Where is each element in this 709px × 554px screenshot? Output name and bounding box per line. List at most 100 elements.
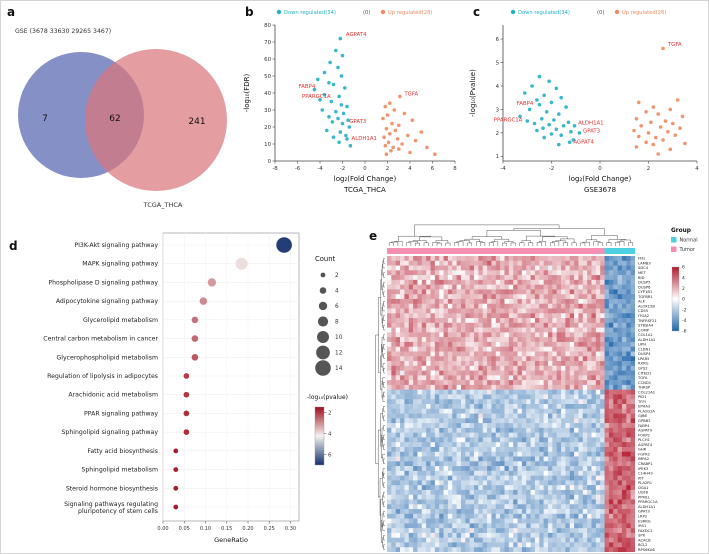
gene-labels: AGPAT4 FABP4 PPARGC1A TGFA GPAT3 ALDH1A1: [299, 32, 419, 142]
heatmap-cells: [387, 256, 635, 552]
svg-text:DUSP4: DUSP4: [638, 352, 651, 356]
svg-text:62: 62: [109, 114, 120, 124]
svg-text:0.10: 0.10: [200, 526, 211, 532]
svg-text:FAXDC2: FAXDC2: [638, 529, 653, 533]
svg-text:4: 4: [496, 84, 500, 90]
svg-text:PID1: PID1: [638, 395, 647, 399]
svg-text:Fatty acid biosynthesis: Fatty acid biosynthesis: [87, 448, 158, 455]
heatmap-legends: Group Normal Tumor 6 4 2 0 -2 -4 -6: [671, 228, 698, 335]
svg-text:pluripotency of stem cells: pluripotency of stem cells: [78, 508, 158, 515]
svg-text:DUSP5: DUSP5: [638, 281, 651, 285]
panel-label-c: c: [473, 5, 481, 19]
svg-text:10: 10: [264, 142, 271, 148]
svg-text:0.20: 0.20: [242, 526, 253, 532]
svg-text:Arachidonic acid metabolism: Arachidonic acid metabolism: [68, 392, 158, 399]
svg-text:IRS1: IRS1: [638, 524, 646, 528]
svg-text:2: 2: [682, 286, 685, 292]
panel-d-pathway-dotplot: d 0.00 0.05 0.10 0.15 0.20 0.25 0.30 GeneRatio P…: [3, 221, 365, 553]
svg-text:GSE (3678 33630 29265 3467): GSE (3678 33630 29265 3467): [15, 28, 111, 35]
svg-text:0: 0: [598, 166, 602, 172]
svg-text:DUSP6: DUSP6: [638, 285, 651, 289]
svg-text:IPEK3: IPEK3: [638, 467, 649, 471]
svg-text:8: 8: [453, 166, 457, 172]
svg-text:Count: Count: [315, 255, 336, 263]
svg-text:2: 2: [328, 410, 332, 416]
upregulated-points: [632, 46, 687, 156]
svg-text:Up regulated(28): Up regulated(28): [622, 10, 666, 16]
panel-label-d: d: [9, 239, 18, 253]
svg-text:DGA1: DGA1: [638, 486, 649, 490]
svg-text:60: 60: [264, 57, 271, 63]
panel-a-venn: a GSE (3678 33630 29265 3467) 7 62 241 TCGA_…: [3, 3, 239, 215]
svg-text:3: 3: [496, 107, 499, 113]
svg-text:14: 14: [335, 366, 343, 372]
svg-text:2: 2: [335, 273, 339, 279]
svg-text:20: 20: [264, 125, 271, 131]
svg-text:Down regulated(34): Down regulated(34): [284, 10, 336, 16]
svg-text:FABP4: FABP4: [638, 424, 650, 428]
svg-text:GYS2: GYS2: [638, 366, 648, 370]
pathway-rows: PI3K-Akt signaling pathway MAPK signaling…: [43, 237, 292, 515]
svg-text:ACACB: ACACB: [638, 538, 651, 542]
panel-label-b: b: [245, 5, 254, 19]
svg-text:IMPA2: IMPA2: [638, 457, 649, 461]
pathway-enrichment-dotplot: 0.00 0.05 0.10 0.15 0.20 0.25 0.30 GeneRatio PI3…: [43, 232, 348, 544]
svg-text:(0): (0): [363, 10, 370, 16]
svg-text:FABP4: FABP4: [299, 84, 316, 90]
svg-text:-2: -2: [340, 166, 345, 172]
svg-text:Glycerolipid metabolism: Glycerolipid metabolism: [83, 317, 158, 324]
svg-text:6: 6: [328, 452, 332, 458]
svg-text:6: 6: [682, 265, 685, 271]
svg-text:-4: -4: [317, 166, 323, 172]
svg-text:8: 8: [335, 320, 339, 326]
svg-text:Down regulated(34): Down regulated(34): [518, 10, 570, 16]
svg-text:GSE3678: GSE3678: [584, 186, 616, 194]
venn-diagram: GSE (3678 33630 29265 3467) 7 62 241 TCGA_TH…: [15, 28, 227, 209]
svg-text:0: 0: [363, 166, 367, 172]
svg-text:-4: -4: [500, 166, 506, 172]
svg-text:Group: Group: [671, 228, 691, 234]
svg-text:80: 80: [264, 23, 271, 29]
svg-text:40: 40: [264, 91, 271, 97]
svg-text:0.05: 0.05: [179, 526, 190, 532]
svg-text:10: 10: [335, 335, 343, 341]
svg-text:4: 4: [682, 275, 685, 281]
svg-text:0.15: 0.15: [221, 526, 232, 532]
panel-b-volcano-tcga: b -8 -6 -4 -2 0 2 4 6 8 0 10 20 30 40 50 60 70 80 log₂(Fol…: [239, 3, 465, 215]
svg-text:KIT: KIT: [638, 476, 645, 480]
svg-text:-6: -6: [682, 329, 687, 335]
svg-text:C14H43: C14H43: [638, 472, 653, 476]
svg-text:0: 0: [268, 159, 272, 165]
svg-text:Signaling pathways regulating: Signaling pathways regulating: [64, 501, 158, 508]
svg-text:TGFA: TGFA: [403, 92, 418, 98]
svg-text:PPAR signaling pathway: PPAR signaling pathway: [84, 410, 158, 417]
svg-text:ALDH1A1: ALDH1A1: [352, 136, 377, 142]
svg-text:LAMB3: LAMB3: [638, 261, 651, 265]
volcano-plot-gse: -4 -2 0 2 4 1 2 3 4 5 6 log₂(Fold Change) GSE3678 -lo…: [469, 9, 699, 194]
svg-text:CYP1B1: CYP1B1: [638, 290, 652, 294]
downregulated-points: [518, 74, 582, 147]
svg-text:GPAT3: GPAT3: [349, 119, 366, 125]
upregulated-points: [381, 94, 437, 156]
legend: Down regulated(34) (0) Up regulated(28): [276, 9, 432, 16]
svg-text:2: 2: [496, 131, 499, 137]
svg-text:MAPK signaling pathway: MAPK signaling pathway: [82, 261, 158, 268]
svg-text:ESRRG: ESRRG: [638, 519, 651, 523]
svg-text:2: 2: [386, 166, 389, 172]
svg-text:Sphingolipid signaling pathway: Sphingolipid signaling pathway: [61, 429, 158, 436]
svg-text:ALDH1A2: ALDH1A2: [638, 338, 655, 342]
svg-text:TGFA: TGFA: [667, 42, 682, 48]
svg-text:1: 1: [496, 154, 499, 160]
svg-text:CRABP1: CRABP1: [638, 462, 653, 466]
svg-text:30: 30: [264, 108, 271, 114]
svg-text:4: 4: [695, 166, 699, 172]
svg-text:AGPAT4: AGPAT4: [573, 139, 594, 145]
svg-text:PI3K-Akt signaling pathway: PI3K-Akt signaling pathway: [74, 242, 158, 249]
svg-text:-2: -2: [682, 307, 687, 313]
svg-text:TGFBR1: TGFBR1: [637, 295, 653, 299]
panel-e-heatmap: e FN1 LAMB3 SDC4 MET BID DUSP5 DUSP6 CYP1B1 TGFB…: [365, 215, 708, 553]
svg-text:-8: -8: [272, 166, 278, 172]
legend: Down regulated(34) (0) Up regulated(28): [510, 9, 666, 16]
svg-text:GHR: GHR: [638, 448, 647, 452]
